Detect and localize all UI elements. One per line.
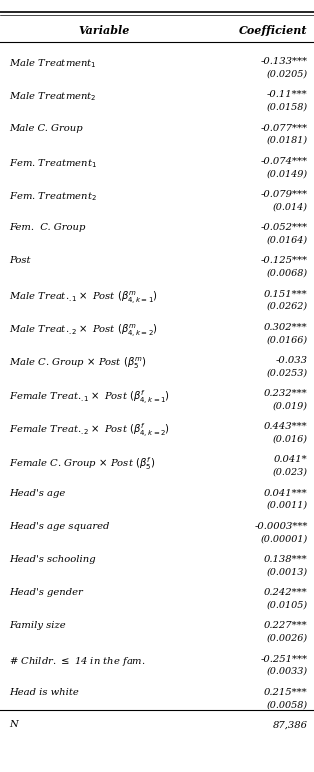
- Text: (0.0011): (0.0011): [267, 501, 308, 510]
- Text: Fem.  C. Group: Fem. C. Group: [9, 223, 86, 232]
- Text: Family size: Family size: [9, 621, 66, 631]
- Text: 0.041*: 0.041*: [274, 455, 308, 465]
- Text: 0.215***: 0.215***: [264, 688, 308, 697]
- Text: 0.232***: 0.232***: [264, 389, 308, 398]
- Text: (0.0013): (0.0013): [267, 567, 308, 577]
- Text: Male Treat.$_{.2}\times$ Post $(\beta^m_{4,k=2})$: Male Treat.$_{.2}\times$ Post $(\beta^m_…: [9, 323, 158, 340]
- Text: (0.016): (0.016): [273, 435, 308, 444]
- Text: -0.251***: -0.251***: [261, 655, 308, 664]
- Text: 0.041***: 0.041***: [264, 489, 308, 498]
- Text: -0.077***: -0.077***: [261, 124, 308, 133]
- Text: Fem. Treatment$_1$: Fem. Treatment$_1$: [9, 157, 97, 170]
- Text: Female Treat.$_{.2}\times$ Post $(\beta^f_{4,k=2})$: Female Treat.$_{.2}\times$ Post $(\beta^…: [9, 422, 171, 440]
- Text: Male C. Group: Male C. Group: [9, 124, 83, 133]
- Text: Head is white: Head is white: [9, 688, 79, 697]
- Text: 0.227***: 0.227***: [264, 621, 308, 631]
- Text: (0.0158): (0.0158): [267, 103, 308, 112]
- Text: (0.0026): (0.0026): [267, 634, 308, 643]
- Text: (0.00001): (0.00001): [261, 534, 308, 543]
- Text: Coefficient: Coefficient: [239, 25, 308, 36]
- Text: (0.0068): (0.0068): [267, 269, 308, 278]
- Text: 0.151***: 0.151***: [264, 290, 308, 299]
- Text: Female Treat.$_{.1}\times$ Post $(\beta^f_{4,k=1})$: Female Treat.$_{.1}\times$ Post $(\beta^…: [9, 389, 171, 407]
- Text: N: N: [9, 720, 18, 730]
- Text: 0.302***: 0.302***: [264, 323, 308, 332]
- Text: (0.0149): (0.0149): [267, 169, 308, 178]
- Text: (0.019): (0.019): [273, 401, 308, 411]
- Text: (0.023): (0.023): [273, 468, 308, 477]
- Text: -0.079***: -0.079***: [261, 190, 308, 199]
- Text: Head's gender: Head's gender: [9, 588, 83, 598]
- Text: Variable: Variable: [78, 25, 129, 36]
- Text: 0.242***: 0.242***: [264, 588, 308, 598]
- Text: -0.133***: -0.133***: [261, 57, 308, 66]
- Text: (0.0181): (0.0181): [267, 136, 308, 145]
- Text: Male C. Group $\times$ Post $(\beta^m_5)$: Male C. Group $\times$ Post $(\beta^m_5)…: [9, 356, 147, 371]
- Text: (0.0253): (0.0253): [267, 368, 308, 378]
- Text: -0.11***: -0.11***: [267, 90, 308, 100]
- Text: -0.0003***: -0.0003***: [254, 522, 308, 531]
- Text: 0.138***: 0.138***: [264, 555, 308, 564]
- Text: -0.052***: -0.052***: [261, 223, 308, 232]
- Text: (0.0033): (0.0033): [267, 667, 308, 676]
- Text: (0.0205): (0.0205): [267, 69, 308, 79]
- Text: -0.033: -0.033: [276, 356, 308, 365]
- Text: (0.0058): (0.0058): [267, 700, 308, 709]
- Text: 87,386: 87,386: [273, 720, 308, 730]
- Text: -0.074***: -0.074***: [261, 157, 308, 166]
- Text: -0.125***: -0.125***: [261, 256, 308, 266]
- Text: Head's age squared: Head's age squared: [9, 522, 110, 531]
- Text: (0.0262): (0.0262): [267, 302, 308, 311]
- Text: (0.0105): (0.0105): [267, 601, 308, 610]
- Text: Male Treatment$_2$: Male Treatment$_2$: [9, 90, 97, 103]
- Text: (0.014): (0.014): [273, 202, 308, 212]
- Text: 0.443***: 0.443***: [264, 422, 308, 432]
- Text: Head's age: Head's age: [9, 489, 66, 498]
- Text: Male Treatment$_1$: Male Treatment$_1$: [9, 57, 97, 70]
- Text: (0.0164): (0.0164): [267, 235, 308, 245]
- Text: Post: Post: [9, 256, 31, 266]
- Text: Female C. Group $\times$ Post $(\beta^f_5)$: Female C. Group $\times$ Post $(\beta^f_…: [9, 455, 156, 472]
- Text: Head's schooling: Head's schooling: [9, 555, 96, 564]
- Text: (0.0166): (0.0166): [267, 335, 308, 344]
- Text: # Childr. $\leq$ 14 in the fam.: # Childr. $\leq$ 14 in the fam.: [9, 655, 146, 668]
- Text: Fem. Treatment$_2$: Fem. Treatment$_2$: [9, 190, 97, 203]
- Text: Male Treat.$_{.1}\times$ Post $(\beta^m_{4,k=1})$: Male Treat.$_{.1}\times$ Post $(\beta^m_…: [9, 290, 158, 306]
